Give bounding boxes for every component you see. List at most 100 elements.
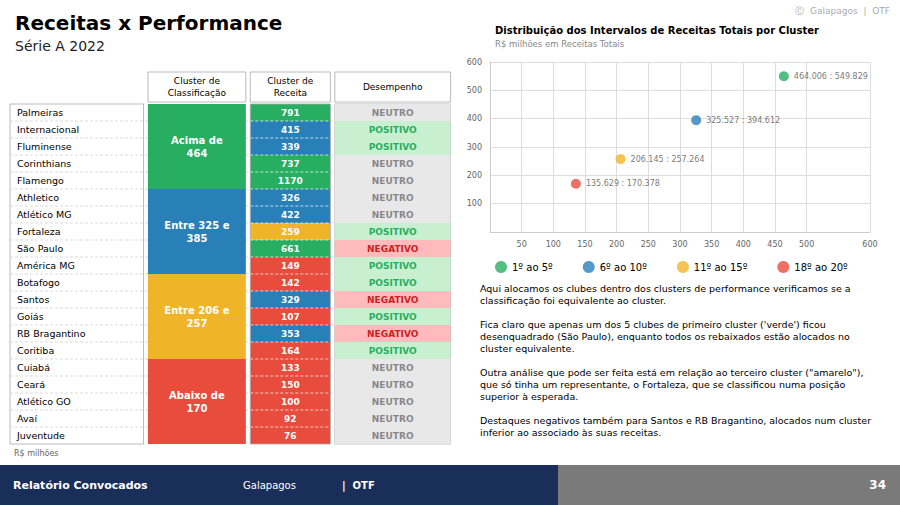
svg-text:450: 450 (767, 240, 782, 249)
svg-text:Ⓒ Galapagos | OTF: Ⓒ Galapagos | OTF (795, 6, 890, 16)
svg-text:NEUTRO: NEUTRO (372, 414, 414, 424)
svg-text:464: 464 (186, 148, 207, 159)
svg-text:Relatório Convocados: Relatório Convocados (13, 479, 148, 492)
svg-text:135.629 : 170.378: 135.629 : 170.378 (586, 179, 660, 188)
svg-text:Galapagos: Galapagos (243, 480, 296, 491)
svg-text:18º ao 20º: 18º ao 20º (794, 262, 848, 273)
svg-text:| OTF: | OTF (342, 480, 375, 492)
svg-text:149: 149 (281, 261, 300, 271)
svg-text:250: 250 (641, 240, 656, 249)
svg-text:791: 791 (281, 108, 300, 118)
svg-text:NEGATIVO: NEGATIVO (367, 329, 419, 339)
svg-text:Outra análise que pode ser fei: Outra análise que pode ser feita está em… (480, 367, 866, 378)
svg-text:Fluminense: Fluminense (17, 141, 72, 152)
svg-text:Botafogo: Botafogo (17, 277, 60, 288)
svg-text:Coritiba: Coritiba (17, 345, 54, 356)
svg-text:737: 737 (281, 159, 300, 169)
svg-text:Palmeiras: Palmeiras (17, 107, 63, 118)
svg-text:Receitas x Performance: Receitas x Performance (15, 11, 282, 35)
svg-text:Fortaleza: Fortaleza (17, 226, 61, 237)
svg-text:Desempenho: Desempenho (363, 82, 423, 92)
svg-text:300: 300 (672, 240, 687, 249)
svg-text:América MG: América MG (17, 260, 75, 271)
svg-text:206.145 : 257.264: 206.145 : 257.264 (631, 155, 705, 164)
svg-text:Atlético MG: Atlético MG (17, 209, 72, 220)
svg-text:92: 92 (284, 414, 297, 424)
svg-text:385: 385 (186, 233, 207, 244)
svg-text:50: 50 (517, 240, 527, 249)
svg-text:NEUTRO: NEUTRO (372, 159, 414, 169)
svg-text:NEUTRO: NEUTRO (372, 176, 414, 186)
svg-text:Avaí: Avaí (17, 413, 37, 424)
svg-text:415: 415 (281, 125, 300, 135)
svg-text:R$ milhões: R$ milhões (14, 449, 58, 458)
svg-text:500: 500 (467, 86, 482, 95)
svg-text:100: 100 (546, 240, 561, 249)
svg-text:Ceará: Ceará (17, 379, 45, 390)
svg-text:NEUTRO: NEUTRO (372, 397, 414, 407)
svg-text:339: 339 (281, 142, 300, 152)
svg-text:NEUTRO: NEUTRO (372, 210, 414, 220)
svg-text:POSITIVO: POSITIVO (369, 227, 417, 237)
svg-text:classificação foi equivalente: classificação foi equivalente ao cluster… (480, 295, 666, 306)
svg-text:1170: 1170 (278, 176, 303, 186)
svg-text:Destaques negativos também par: Destaques negativos também para Santos e… (480, 415, 874, 426)
svg-text:150: 150 (577, 240, 592, 249)
svg-text:150: 150 (281, 380, 300, 390)
svg-text:661: 661 (281, 244, 300, 254)
svg-text:NEUTRO: NEUTRO (372, 193, 414, 203)
svg-text:Acima de: Acima de (171, 135, 223, 146)
svg-text:Entre 325 e: Entre 325 e (164, 220, 229, 231)
svg-text:Corinthians: Corinthians (17, 158, 71, 169)
svg-text:400: 400 (467, 114, 482, 123)
svg-text:Goiás: Goiás (17, 311, 44, 322)
svg-text:76: 76 (284, 431, 297, 441)
svg-text:422: 422 (281, 210, 300, 220)
svg-text:Abaixo de: Abaixo de (169, 390, 225, 401)
svg-text:Classificação: Classificação (168, 88, 227, 98)
svg-text:Receita: Receita (274, 88, 307, 98)
svg-text:200: 200 (609, 240, 624, 249)
svg-text:Aqui alocamos os clubes dentro: Aqui alocamos os clubes dentro dos clust… (480, 283, 854, 294)
svg-text:11º ao 15º: 11º ao 15º (694, 262, 748, 273)
svg-text:34: 34 (869, 478, 886, 492)
svg-text:Cluster de: Cluster de (174, 76, 221, 86)
svg-text:POSITIVO: POSITIVO (369, 312, 417, 322)
svg-text:Cuiabá: Cuiabá (17, 362, 50, 373)
svg-text:Distribuição dos Intervalos de: Distribuição dos Intervalos de Receitas … (495, 25, 819, 36)
svg-text:São Paulo: São Paulo (17, 243, 63, 254)
svg-text:325.527 : 394.612: 325.527 : 394.612 (706, 116, 780, 125)
svg-text:POSITIVO: POSITIVO (369, 142, 417, 152)
svg-text:inferior ao associado às suas: inferior ao associado às suas receitas. (480, 427, 661, 438)
svg-text:142: 142 (281, 278, 300, 288)
svg-text:NEGATIVO: NEGATIVO (367, 244, 419, 254)
svg-text:RB Bragantino: RB Bragantino (17, 328, 86, 339)
svg-text:257: 257 (186, 318, 207, 329)
svg-text:Juventude: Juventude (16, 430, 65, 441)
svg-text:que só tinha um representante,: que só tinha um representante, o Fortale… (480, 379, 848, 390)
svg-text:superior à esperada.: superior à esperada. (480, 391, 578, 402)
svg-text:Série A 2022: Série A 2022 (15, 38, 105, 54)
svg-text:Athletico: Athletico (17, 192, 59, 203)
svg-text:100: 100 (467, 199, 482, 208)
svg-text:107: 107 (281, 312, 300, 322)
svg-text:464.006 : 549.829: 464.006 : 549.829 (794, 72, 868, 81)
svg-text:100: 100 (281, 397, 300, 407)
svg-text:Cluster de: Cluster de (267, 76, 314, 86)
svg-text:NEUTRO: NEUTRO (372, 380, 414, 390)
svg-text:6º ao 10º: 6º ao 10º (600, 262, 647, 273)
svg-text:350: 350 (704, 240, 719, 249)
svg-text:600: 600 (862, 240, 877, 249)
svg-text:POSITIVO: POSITIVO (369, 261, 417, 271)
svg-text:300: 300 (467, 143, 482, 152)
svg-text:POSITIVO: POSITIVO (369, 346, 417, 356)
svg-text:NEUTRO: NEUTRO (372, 431, 414, 441)
svg-text:R$ milhões em Receitas Totais: R$ milhões em Receitas Totais (495, 39, 625, 49)
svg-text:Atlético GO: Atlético GO (17, 396, 71, 407)
svg-text:164: 164 (281, 346, 300, 356)
svg-text:400: 400 (736, 240, 751, 249)
svg-text:329: 329 (281, 295, 300, 305)
svg-text:Santos: Santos (17, 294, 49, 305)
svg-text:NEUTRO: NEUTRO (372, 108, 414, 118)
svg-text:POSITIVO: POSITIVO (369, 278, 417, 288)
